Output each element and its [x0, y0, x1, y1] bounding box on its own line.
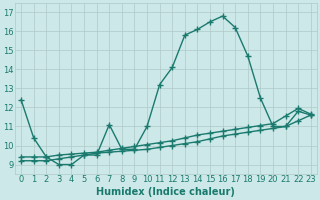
- X-axis label: Humidex (Indice chaleur): Humidex (Indice chaleur): [97, 187, 236, 197]
